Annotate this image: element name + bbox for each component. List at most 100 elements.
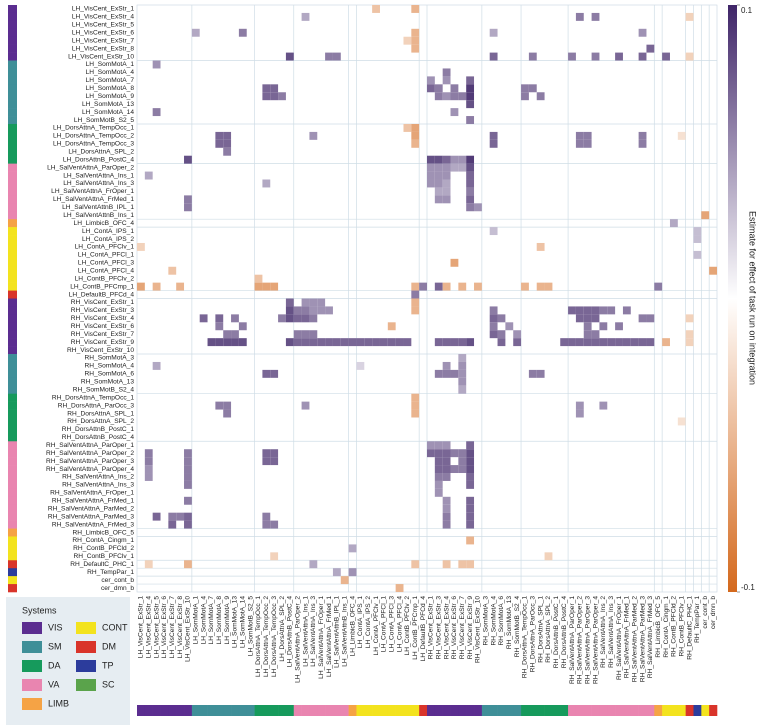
system-bar [489, 705, 498, 716]
cell [466, 504, 475, 513]
system-bar [309, 705, 318, 716]
row-label: RH_SalVentAttnA_ParMed_3 [48, 513, 134, 520]
legend-title: Systems [22, 605, 57, 615]
cell [184, 203, 192, 212]
cell [270, 449, 279, 458]
row-label: RH_ContA_Cingm_1 [72, 537, 134, 544]
legend-swatch [76, 679, 96, 691]
system-bar [419, 705, 428, 716]
system-bar [207, 705, 216, 716]
legend-label: VIS [48, 622, 63, 632]
system-bar [8, 330, 17, 339]
cell [427, 171, 435, 180]
row-label: LH_ContA_PFCl_3 [78, 260, 134, 267]
col-label: LH_VisCent_ExStr_1 [138, 596, 145, 659]
cell [685, 314, 694, 323]
cell [168, 266, 177, 275]
cell [262, 179, 271, 188]
cell [615, 338, 623, 347]
system-bar [325, 705, 334, 716]
row-label: LH_DorsAttnA_TempOcc_2 [53, 133, 134, 140]
system-bar [278, 705, 287, 716]
cell [285, 306, 294, 315]
cell [215, 338, 224, 347]
cell [434, 155, 443, 164]
cell [434, 473, 443, 481]
system-bar [348, 705, 357, 716]
system-bar [8, 377, 17, 387]
col-label: cer_dmn_b [710, 596, 717, 629]
col-label: RH_SomMotA_4 [490, 596, 497, 646]
cell [575, 338, 584, 347]
system-bar [458, 705, 467, 716]
cell [489, 306, 498, 315]
col-label: LH_ContA_IPS_1 [357, 596, 364, 648]
legend-swatch [76, 660, 96, 672]
col-label: LH_VisCent_ExStr_10 [185, 596, 192, 662]
cell [654, 282, 663, 291]
system-bar [8, 108, 17, 117]
cell [591, 314, 600, 323]
col-label: LH_SomMotA_13 [232, 596, 239, 648]
cell [575, 306, 584, 315]
row-label: cer_dmn_b [101, 585, 134, 592]
system-bar [8, 219, 17, 228]
cell [450, 338, 459, 347]
cell [144, 560, 153, 569]
cell [709, 266, 717, 275]
cell [607, 306, 616, 315]
system-bar [693, 705, 702, 716]
cell [458, 377, 467, 386]
cell [528, 84, 537, 93]
row-label: RH_VisCent_ExStr_10 [67, 347, 134, 354]
cell [489, 28, 498, 37]
system-bar [293, 705, 302, 716]
legend-label: CONT [102, 622, 128, 632]
cell [489, 131, 498, 140]
cell [270, 84, 279, 93]
system-bar [434, 705, 443, 716]
system-bar [8, 457, 17, 466]
cell [497, 330, 506, 339]
system-bar [144, 705, 153, 716]
row-label: LH_DorsAttnA_TempOcc_3 [53, 141, 134, 148]
cell [693, 227, 702, 236]
cell [575, 409, 584, 418]
system-bar [709, 705, 718, 716]
row-label: LH_VisCent_ExStr_7 [72, 37, 135, 44]
row-label: RH_DefaultC_PHC_1 [70, 561, 134, 568]
cell [450, 84, 459, 93]
col-label: RH_SomMotA_6 [498, 596, 505, 646]
cell [599, 322, 608, 331]
cell [301, 12, 310, 21]
system-bar [8, 195, 17, 204]
system-bar [669, 705, 679, 716]
cell [411, 36, 420, 45]
legend-label: TP [102, 660, 114, 670]
cell [184, 473, 192, 481]
cell [466, 560, 475, 569]
system-bar [8, 92, 17, 101]
system-bar [238, 705, 248, 716]
col-label: RH_DorsAttnA_SPL_2 [545, 596, 552, 663]
system-bar [176, 705, 185, 716]
row-label: RH_SalVentAttnA_FrOper_1 [50, 490, 134, 497]
cell [450, 258, 459, 267]
cell [427, 449, 435, 458]
cell [434, 369, 443, 378]
system-bar [701, 705, 710, 716]
cell [278, 314, 286, 323]
col-label: LH_VisCent_ExStr_7 [169, 596, 176, 659]
system-bar [8, 361, 17, 371]
cell [348, 338, 357, 347]
system-bar [8, 393, 17, 402]
cell [458, 560, 467, 569]
cell [677, 131, 686, 140]
system-bar [8, 250, 17, 260]
cell [638, 131, 647, 140]
system-bar [8, 504, 17, 513]
cell [184, 465, 192, 474]
cell [568, 306, 576, 315]
cell [442, 560, 451, 569]
cell [458, 92, 467, 101]
